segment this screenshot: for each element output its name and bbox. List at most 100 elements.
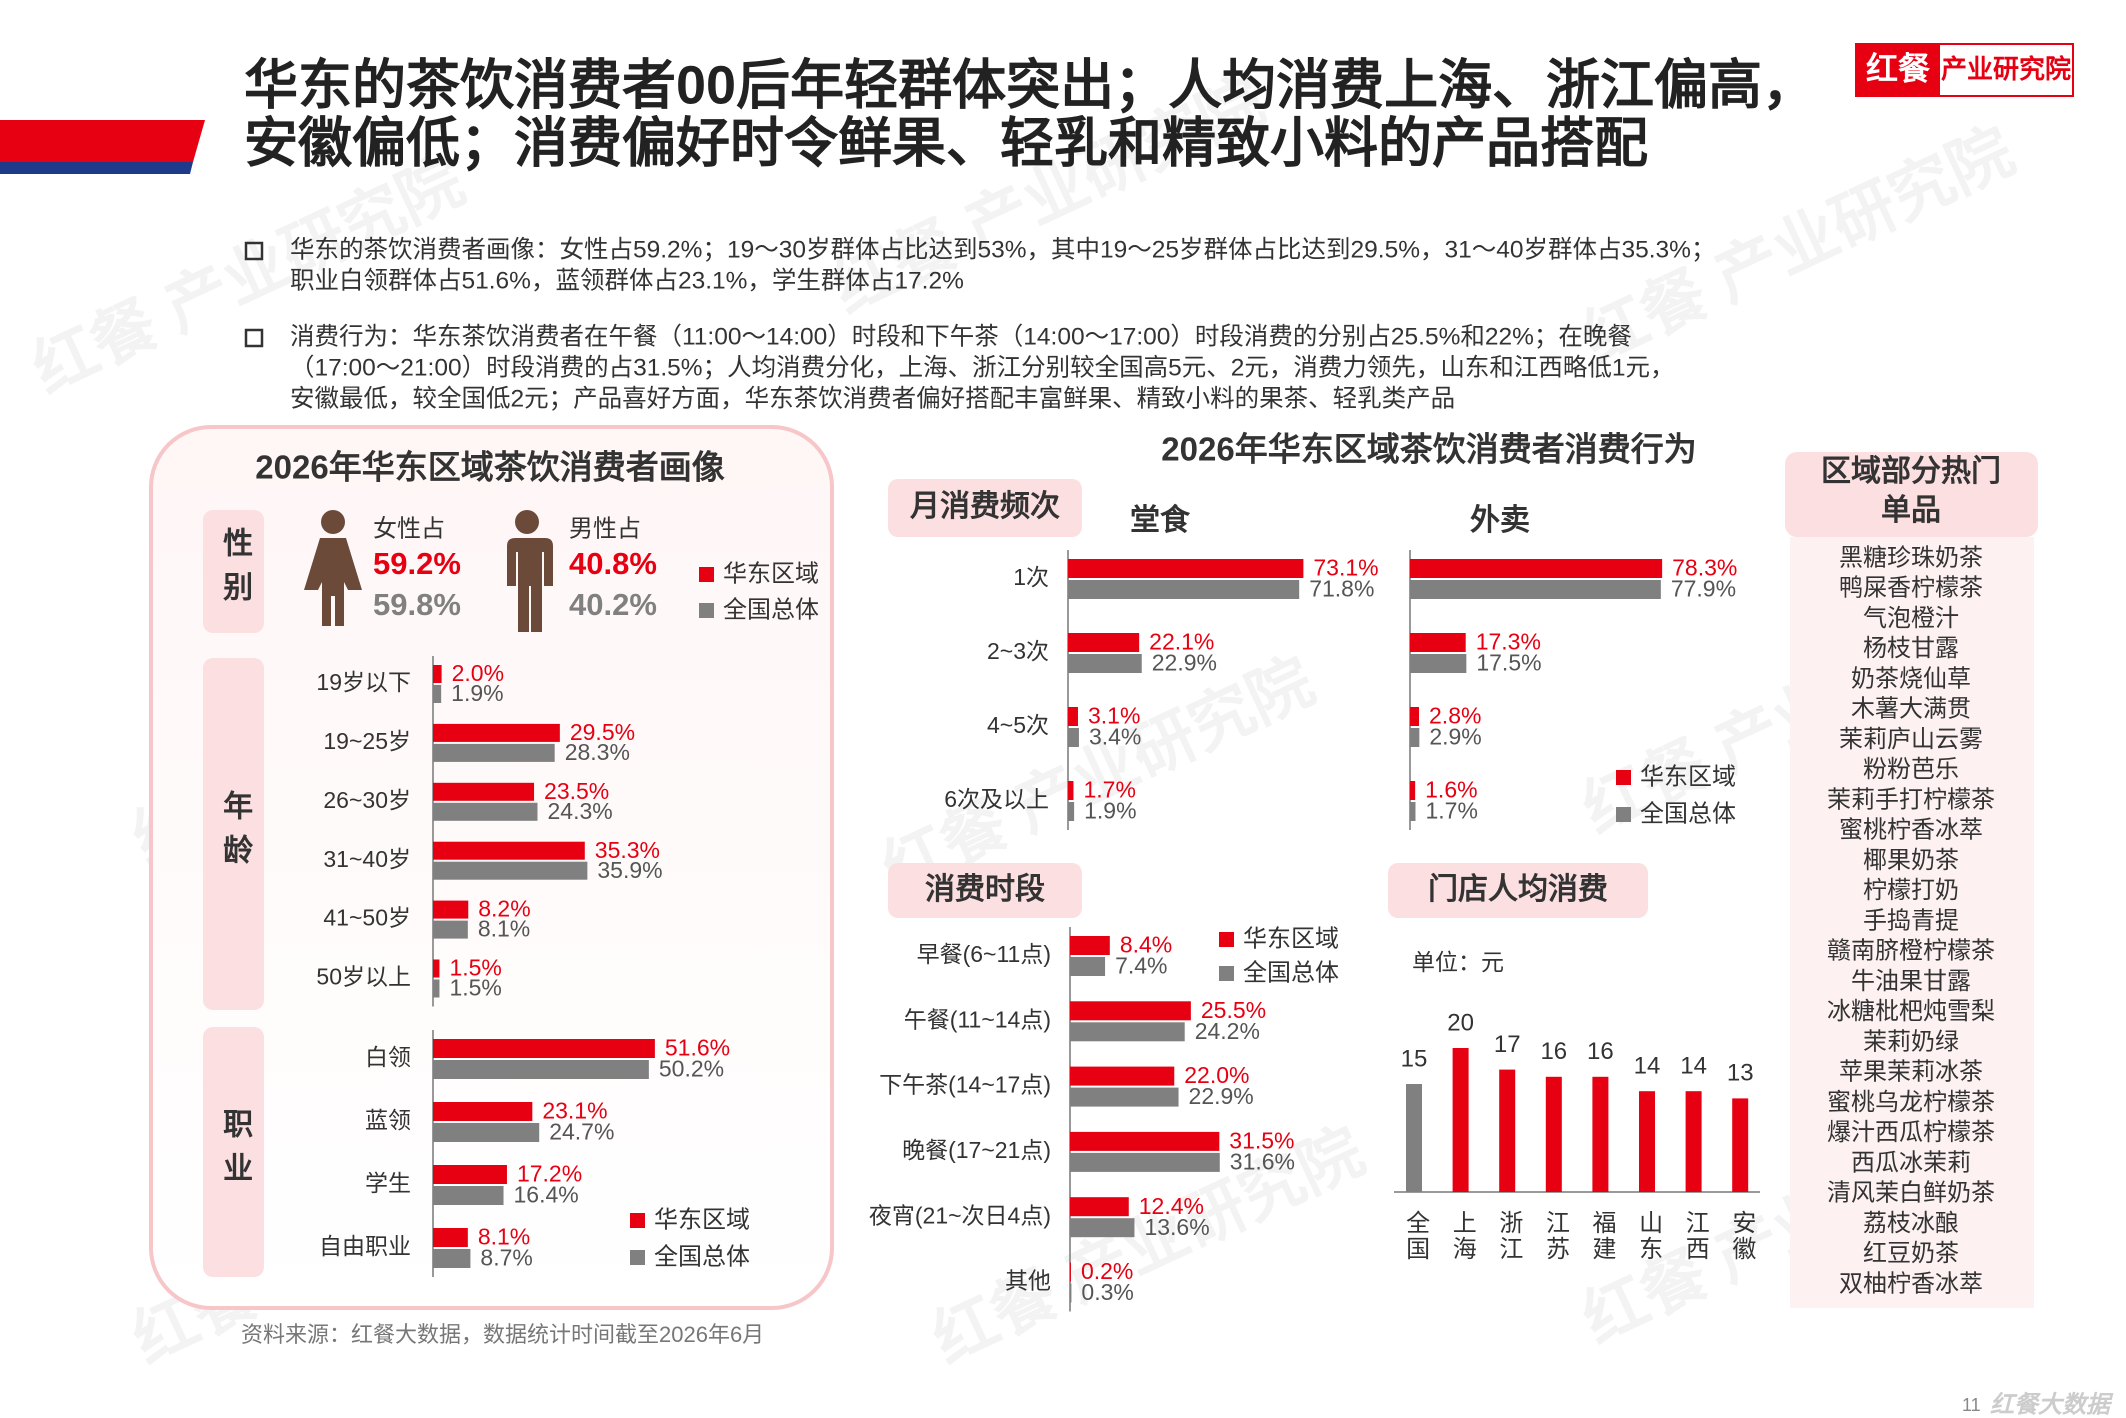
category-label: 19岁以下 [316,669,411,695]
category-label: 19~25岁 [323,728,411,754]
value-label: 16 [1540,1038,1567,1065]
value-label: 17.2% [517,1161,582,1187]
legend-label: 华东区域 [1243,925,1339,952]
bar [1068,580,1300,599]
behavior-title: 2026年华东区域茶饮消费者消费行为 [1161,431,1696,468]
category-label: 安徽 [1728,1210,1756,1262]
value-label: 8.2% [478,896,530,922]
category-label: 2~3次 [987,638,1049,664]
bar [1068,633,1140,652]
value-label: 22.9% [1152,650,1217,676]
bar [433,959,440,978]
value-label: 17.3% [1476,629,1541,655]
bar [1070,957,1106,976]
bar [433,1123,540,1142]
value-label: 3.1% [1088,703,1140,729]
bar [433,900,469,919]
legend-label: 全国总体 [723,596,819,623]
bar [1410,654,1467,673]
product-item: 牛油果甘露 [1851,968,1971,995]
product-item: 气泡橙汁 [1863,605,1959,632]
value-label: 31.6% [1230,1148,1295,1174]
stat-value: 40.2% [569,587,657,622]
category-label: 浙江 [1495,1210,1523,1262]
title-line: 安徽偏低；消费偏好时令鲜果、轻乳和精致小料的产品搭配 [244,113,1648,173]
value-label: 50.2% [659,1056,724,1082]
bar [1545,1076,1562,1192]
section-label: 职业 [218,1108,253,1196]
stat-value: 40.8% [569,546,657,581]
bar [433,1186,504,1205]
bar [433,1039,655,1058]
bar [1070,1218,1135,1238]
value-label: 14 [1680,1053,1707,1080]
category-label: 50岁以上 [316,964,411,990]
legend-label: 华东区域 [1640,763,1736,790]
value-label: 73.1% [1313,555,1378,581]
bullet-text: 职业白领群体占51.6%，蓝领群体占23.1%，学生群体占17.2% [290,266,964,294]
category-label: 白领 [365,1044,411,1070]
value-label: 17.5% [1476,650,1541,676]
value-label: 1.5% [449,955,501,981]
value-label: 35.3% [595,837,660,863]
value-label: 24.7% [549,1119,614,1145]
value-label: 8.7% [480,1245,532,1271]
bar [433,665,442,683]
value-label: 12.4% [1139,1193,1204,1219]
product-item: 苹果茉莉冰茶 [1839,1059,1983,1086]
product-item: 杨枝甘露 [1863,635,1959,662]
value-label: 15 [1401,1045,1428,1072]
value-label: 1.7% [1083,777,1135,803]
legend-swatch [1219,932,1234,947]
bar [1592,1076,1609,1192]
bar [1410,781,1416,800]
bar [1070,1066,1175,1086]
stat-value: 59.2% [373,546,461,581]
category-label: 26~30岁 [323,787,411,813]
category-label: 蓝领 [365,1107,411,1133]
value-label: 8.1% [478,916,530,942]
value-label: 16.4% [514,1182,579,1208]
bar [1068,802,1075,821]
portrait-title: 2026年华东区域茶饮消费者画像 [255,449,724,486]
product-item: 荔枝冰酿 [1863,1210,1959,1237]
panel-title: 堂食 [1130,503,1191,537]
value-label: 24.3% [547,798,612,824]
legend-swatch [1616,807,1631,822]
section-label: 消费时段 [925,872,1045,906]
bar [1070,1131,1220,1151]
header-stripe-blue [0,162,193,174]
category-label: 41~50岁 [323,905,411,931]
value-label: 16 [1587,1038,1614,1065]
footer-brand: 红餐大数据 [1990,1391,2114,1418]
category-label: 其他 [1005,1268,1051,1294]
product-item: 粉粉芭乐 [1863,756,1959,783]
bar [1070,1152,1220,1172]
value-label: 51.6% [665,1035,730,1061]
panel-title: 外卖 [1470,504,1530,537]
category-label: 31~40岁 [323,846,411,872]
brand: 红餐 [1866,50,1931,86]
value-label: 2.8% [1429,703,1481,729]
value-label: 22.1% [1149,629,1214,655]
category-label: 福建 [1588,1210,1616,1262]
products-title-box [1785,452,2038,537]
value-label: 13 [1727,1060,1754,1087]
bar [433,1249,471,1268]
legend-swatch [630,1250,645,1265]
category-label: 早餐(6~11点) [917,941,1051,967]
bullet-text: 安徽最低，较全国低2元；产品喜好方面，华东茶饮消费者偏好搭配丰富鲜果、精致小料的… [290,384,1455,412]
value-label: 3.4% [1089,724,1141,750]
product-item: 奶茶烧仙草 [1851,665,1971,692]
bar [433,1060,649,1079]
bar [433,743,555,762]
bar [1410,728,1420,747]
section-tab [1388,863,1648,918]
section-label: 月消费频次 [910,490,1060,523]
bar [433,685,442,703]
bar [1410,707,1420,726]
bar [1410,559,1663,578]
bar [433,802,538,821]
product-item: 爆汁西瓜柠檬茶 [1827,1119,1995,1146]
